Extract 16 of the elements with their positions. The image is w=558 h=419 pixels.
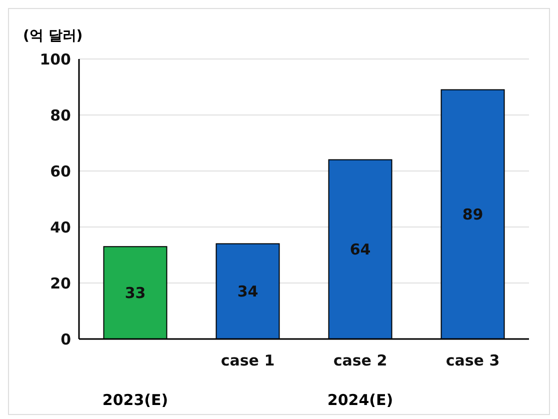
y-tick-label: 60 xyxy=(50,162,71,180)
y-tick-label: 20 xyxy=(50,274,71,292)
text: 2023(E) xyxy=(102,391,168,409)
data-label: 89 xyxy=(462,206,484,224)
data-label: 34 xyxy=(237,282,258,301)
text: 2024(E) xyxy=(327,391,394,409)
y-tick-label: 80 xyxy=(50,106,71,124)
x-tick-label: case 2 xyxy=(333,352,388,370)
y-tick-label: 40 xyxy=(50,218,71,236)
x-tick-label: case 1 xyxy=(220,352,275,370)
data-label: 33 xyxy=(124,284,146,302)
data-label: 64 xyxy=(350,240,371,259)
y-axis-title: (억 달러) xyxy=(23,27,83,45)
y-tick-label: 100 xyxy=(40,50,71,68)
x-tick-label: case 3 xyxy=(446,352,500,370)
y-tick-label: 0 xyxy=(60,330,71,348)
